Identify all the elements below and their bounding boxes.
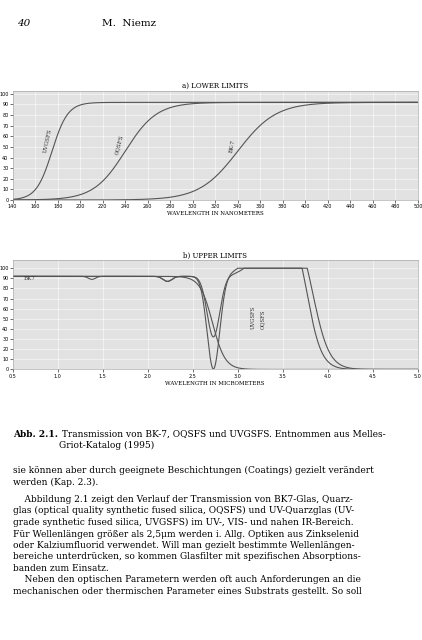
- Text: 40: 40: [17, 19, 30, 28]
- Text: OQSFS: OQSFS: [260, 310, 265, 329]
- Title: a) LOWER LIMITS: a) LOWER LIMITS: [182, 82, 248, 90]
- Text: BK-7: BK-7: [229, 140, 236, 154]
- X-axis label: WAVELENGTH IN NANOMETERS: WAVELENGTH IN NANOMETERS: [167, 211, 264, 216]
- Text: UVGSFS: UVGSFS: [43, 128, 53, 154]
- Text: OQSFS: OQSFS: [114, 134, 124, 156]
- Text: Abbildung 2.1 zeigt den Verlauf der Transmission von BK7-Glas, Quarz-
glas (opti: Abbildung 2.1 zeigt den Verlauf der Tran…: [13, 495, 361, 596]
- Title: b) UPPER LIMITS: b) UPPER LIMITS: [183, 252, 247, 259]
- Text: Abb. 2.1.: Abb. 2.1.: [13, 429, 58, 438]
- Text: UVGSFS: UVGSFS: [251, 306, 256, 329]
- Text: BK7: BK7: [24, 276, 35, 282]
- X-axis label: WAVELENGTH IN MICROMETERS: WAVELENGTH IN MICROMETERS: [165, 381, 265, 386]
- Text: Transmission von BK-7, OQSFS und UVGSFS. Entnommen aus Melles-
Griot-Katalog (19: Transmission von BK-7, OQSFS und UVGSFS.…: [59, 429, 386, 450]
- Text: sie können aber durch geeignete Beschichtungen (Coatings) gezielt verändert
werd: sie können aber durch geeignete Beschich…: [13, 467, 373, 487]
- Text: M.  Niemz: M. Niemz: [102, 19, 156, 28]
